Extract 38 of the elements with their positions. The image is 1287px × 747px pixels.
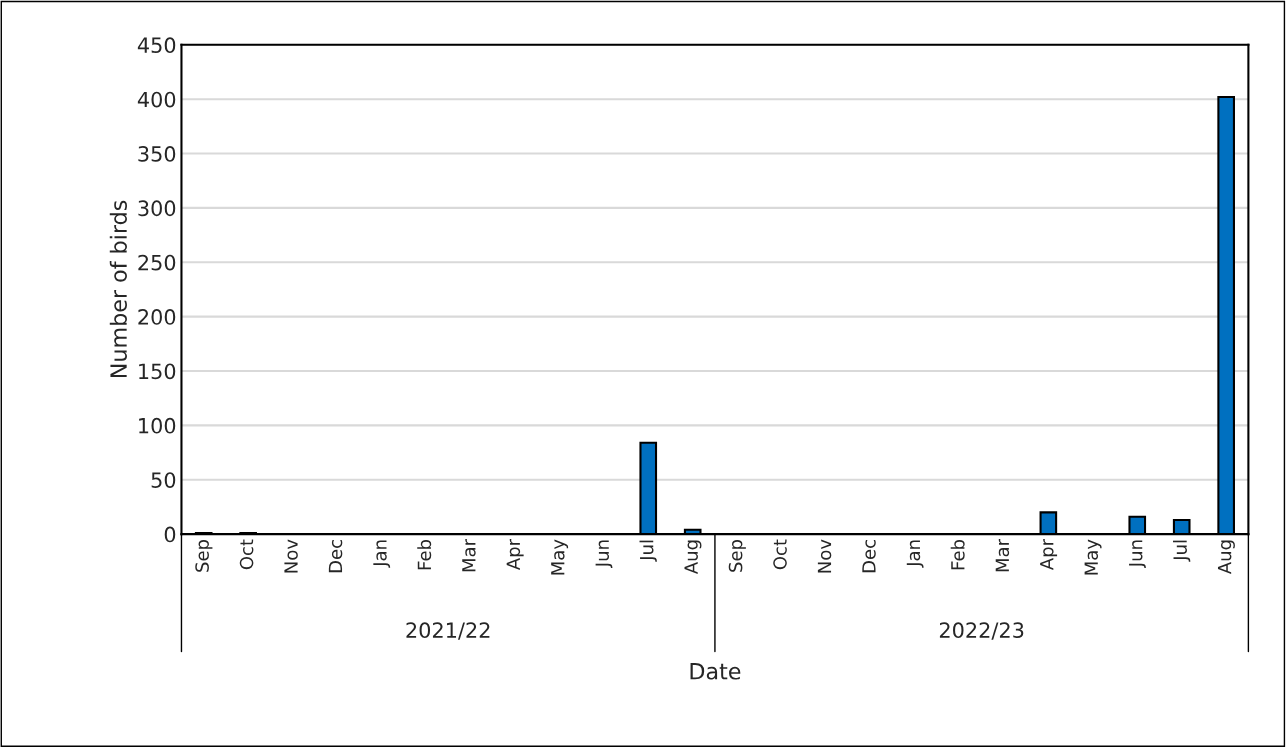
y-tick-label: 400 bbox=[137, 91, 176, 108]
y-tick-label: 50 bbox=[151, 472, 176, 488]
x-tick-label: Feb bbox=[417, 539, 432, 570]
x-tick-label: Nov bbox=[817, 539, 832, 573]
x-tick-label: Oct bbox=[239, 539, 254, 570]
text: 2021/22 bbox=[406, 622, 490, 640]
x-tick-label: Dec bbox=[328, 540, 343, 573]
x-tick-label: Apr bbox=[1040, 538, 1058, 571]
x-tick-label: Nov bbox=[284, 539, 298, 573]
y-tick-label: 100 bbox=[139, 417, 176, 434]
y-tick-label: 150 bbox=[139, 363, 176, 380]
x-tick-label: Jun bbox=[1129, 540, 1146, 569]
x-tick-label: May bbox=[1084, 539, 1102, 575]
y-tick-label: 0 bbox=[164, 526, 176, 543]
y-tick-label: 450 bbox=[137, 37, 176, 54]
x-tick-label: Mar bbox=[462, 538, 476, 572]
x-tick-label: Dec bbox=[862, 540, 876, 573]
x-axis-title: Date bbox=[690, 663, 741, 680]
x-tick-label: May bbox=[551, 539, 569, 575]
x-tick-label: Jan bbox=[906, 540, 924, 568]
x-tick-label: Aug bbox=[1217, 540, 1235, 575]
x-tick-label: Jul bbox=[639, 540, 657, 562]
x-tick-label: Oct bbox=[773, 539, 787, 570]
x-tick-label: Jun bbox=[595, 540, 613, 569]
text: 2022/23 bbox=[939, 622, 1024, 640]
y-tick-label: 250 bbox=[138, 254, 176, 271]
y-tick-label: 200 bbox=[138, 309, 176, 325]
x-tick-label: Sep bbox=[728, 539, 746, 572]
x-tick-label: Feb bbox=[950, 539, 965, 570]
x-tick-label: Jul bbox=[1172, 540, 1191, 562]
x-tick-label: Sep bbox=[195, 539, 213, 572]
x-tick-label: Aug bbox=[684, 540, 702, 575]
y-tick-label: 300 bbox=[138, 200, 176, 217]
y-axis-title: Number of birds bbox=[109, 200, 127, 378]
x-tick-label: Mar bbox=[995, 538, 1010, 572]
y-tick-label: 350 bbox=[138, 146, 176, 162]
x-tick-label: Jan bbox=[373, 540, 391, 568]
x-tick-label: Apr bbox=[506, 538, 524, 571]
